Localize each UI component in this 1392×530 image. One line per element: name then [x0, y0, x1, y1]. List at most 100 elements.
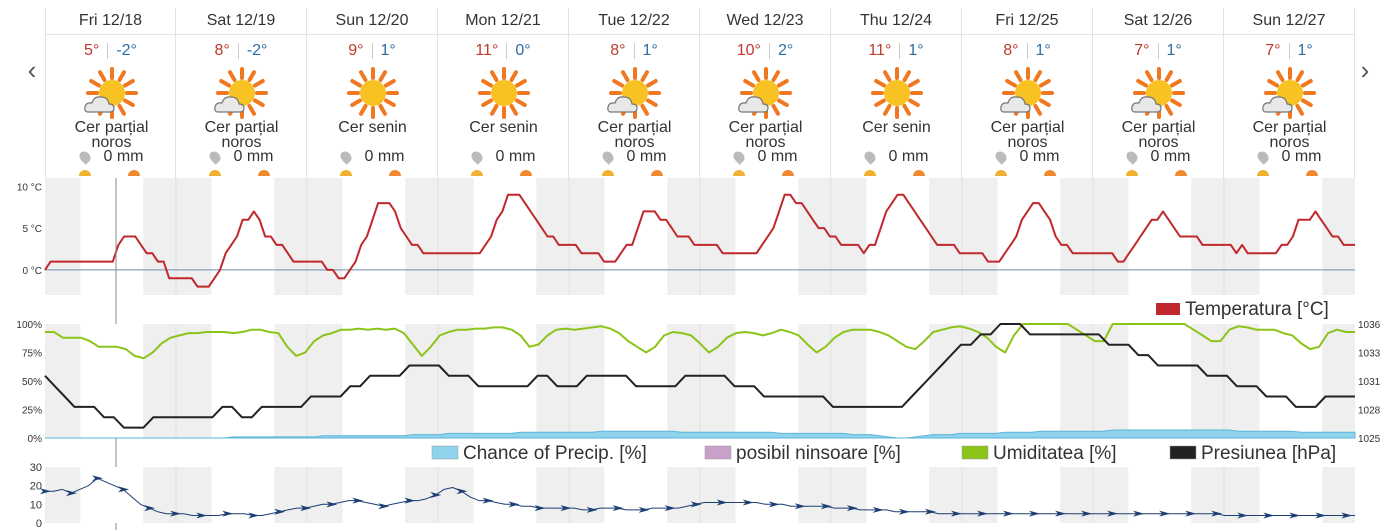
- temp-chart-night-band: [1191, 178, 1260, 295]
- description-line-1: Cer senin: [469, 119, 538, 136]
- humidity-chart-night-band: [1060, 324, 1129, 438]
- day-name: Wed 12/23: [700, 8, 830, 35]
- pressure-axis-tick-label: 1028: [1358, 406, 1381, 417]
- temp-divider: [633, 42, 635, 59]
- previous-days-arrow[interactable]: ‹: [27, 55, 37, 85]
- sun-times: [1093, 168, 1224, 178]
- temp-divider: [107, 42, 109, 59]
- day-name: Fri 12/18: [46, 8, 175, 35]
- raindrop-icon: [1254, 148, 1271, 165]
- wind-direction-arrow: [404, 497, 416, 504]
- wind-direction-arrow: [196, 512, 208, 519]
- wind-direction-arrow: [1159, 510, 1171, 517]
- precip-value: 0 mm: [364, 148, 405, 165]
- weather-description: Cer parțial noros: [176, 120, 307, 151]
- wind-direction-arrow: [1237, 512, 1249, 519]
- humidity-axis-tick-label: 75%: [22, 349, 42, 360]
- wind-direction-arrow: [534, 505, 546, 512]
- precip-value: 0 mm: [103, 148, 144, 165]
- day-name: Sun 12/20: [307, 8, 437, 35]
- precip-amount: 0 mm: [831, 148, 962, 166]
- raindrop-icon: [1123, 148, 1140, 165]
- sunrise-icon: [1257, 170, 1269, 176]
- wind-direction-arrow: [1185, 510, 1197, 517]
- precip-value: 0 mm: [1150, 148, 1191, 165]
- raindrop-icon: [730, 148, 747, 165]
- weather-description: Cer parțial noros: [46, 119, 177, 151]
- pressure-axis-tick-label: 1031: [1358, 377, 1381, 388]
- day-temps: 11° 0°: [438, 40, 568, 62]
- partly-cloudy-icon: [736, 66, 796, 120]
- wind-direction-arrow: [586, 506, 598, 513]
- wind-chart-night-band: [929, 467, 998, 523]
- description-line-1: Cer parțial: [74, 119, 149, 136]
- precip-value: 0 mm: [757, 148, 798, 165]
- sunset-icon: [782, 170, 794, 176]
- max-temp: 7°: [1134, 42, 1150, 59]
- day-temps: 8° 1°: [962, 40, 1092, 62]
- day-card: Sun 12/20 9° 1° Cer senin 0 mm: [307, 8, 438, 178]
- min-temp: 0°: [515, 42, 531, 59]
- wind-direction-arrow: [560, 505, 572, 512]
- description-line-2: noros: [1007, 134, 1048, 151]
- wind-direction-arrow: [352, 497, 364, 504]
- temp-axis-tick-label: 5 °C: [22, 224, 42, 235]
- humidity-chart-night-band: [536, 324, 605, 438]
- weather-description: Cer senin: [307, 120, 438, 136]
- wind-direction-arrow: [872, 506, 884, 513]
- wind-direction-arrow: [66, 490, 78, 497]
- sun-times: [569, 168, 700, 178]
- pressure-axis-tick-label: 1036: [1358, 320, 1381, 331]
- wind-direction-arrow: [1002, 510, 1014, 517]
- precip-amount: 0 mm: [1093, 148, 1224, 166]
- wind-direction-arrow: [456, 488, 468, 495]
- wind-direction-arrow: [1341, 512, 1353, 519]
- day-temps: 7° 1°: [1093, 40, 1223, 62]
- precip-value: 0 mm: [495, 148, 536, 165]
- wind-chart-night-band: [1322, 467, 1355, 523]
- temp-chart-night-band: [929, 178, 998, 295]
- min-temp: 1°: [1035, 42, 1051, 59]
- temperature-legend-label: Temperatura [°C]: [1185, 299, 1329, 320]
- day-card: Fri 12/25 8° 1° Cer parțial noros 0 mm: [962, 8, 1093, 178]
- sunrise-icon: [864, 170, 876, 176]
- humidity-axis-tick-label: 50%: [22, 377, 42, 388]
- wind-direction-arrow: [1289, 512, 1301, 519]
- description-line-1: Cer parțial: [597, 119, 672, 136]
- day-card: Sun 12/27 7° 1° Cer parțial noros 0 mm: [1224, 8, 1355, 178]
- wind-direction-arrow: [430, 492, 442, 498]
- next-days-arrow[interactable]: ›: [1360, 55, 1370, 85]
- humidity-chart-night-band: [143, 324, 212, 438]
- temp-divider: [371, 42, 373, 59]
- day-temps: 5° -2°: [46, 40, 175, 62]
- wind-chart-night-band: [667, 467, 736, 523]
- wind-axis-tick-label: 0: [36, 518, 42, 530]
- wind-direction-arrow: [1107, 510, 1119, 517]
- wind-chart-night-band: [798, 467, 867, 523]
- temp-axis-tick-label: 0 °C: [22, 266, 42, 277]
- wind-direction-arrow: [664, 505, 676, 512]
- wind-direction-arrow: [1081, 510, 1093, 517]
- wind-direction-arrow: [118, 486, 130, 493]
- temp-chart-night-band: [45, 178, 81, 295]
- sunrise-icon: [79, 170, 91, 176]
- day-temps: 8° 1°: [569, 40, 699, 62]
- day-card: Thu 12/24 11° 1° Cer senin 0 mm: [831, 8, 962, 178]
- wind-direction-arrow: [40, 488, 51, 495]
- temp-chart-night-band: [274, 178, 343, 295]
- wind-chart-night-band: [1191, 467, 1260, 523]
- description-line-2: noros: [1138, 134, 1179, 151]
- precip-amount: 0 mm: [176, 148, 307, 166]
- temp-divider: [899, 42, 901, 59]
- max-temp: 10°: [736, 42, 761, 59]
- sun-icon: [867, 66, 927, 120]
- precip-value: 0 mm: [626, 148, 667, 165]
- wind-axis-tick-label: 30: [30, 462, 42, 474]
- sunset-icon: [389, 170, 401, 176]
- legend-label: posibil ninsoare [%]: [736, 443, 901, 464]
- day-temps: 7° 1°: [1224, 40, 1354, 62]
- description-line-1: Cer parțial: [1121, 119, 1196, 136]
- wind-direction-arrow: [1133, 510, 1145, 517]
- precip-value: 0 mm: [233, 148, 274, 165]
